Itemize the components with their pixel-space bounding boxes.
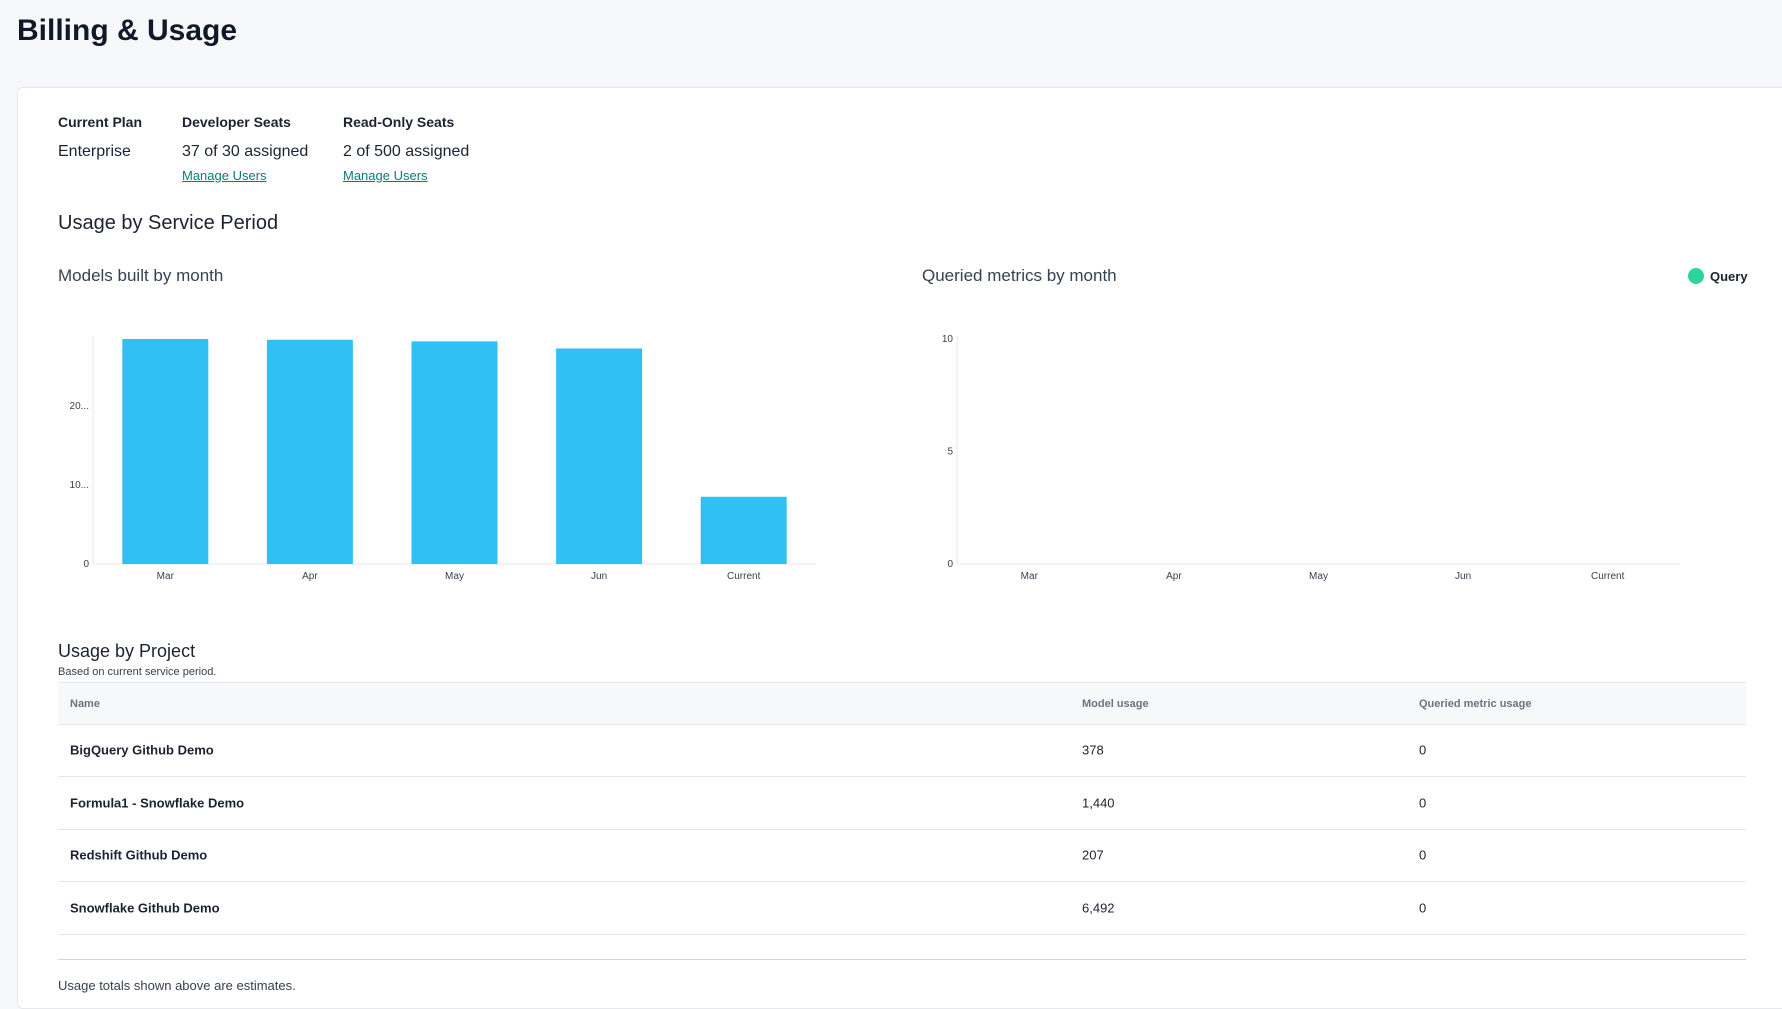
project-name: Redshift Github Demo: [70, 847, 208, 863]
y-tick-label: 0: [83, 559, 89, 570]
bar-current: [700, 496, 787, 564]
x-tick-label: Current: [727, 571, 761, 582]
manage-readonly-users-link[interactable]: Manage Users: [343, 168, 428, 183]
model-usage-value: 378: [1082, 742, 1104, 758]
y-tick-label: 5: [947, 447, 953, 458]
table-row[interactable]: Redshift Github Demo 207 0: [58, 829, 1746, 882]
legend-swatch-query: [1688, 268, 1704, 284]
x-tick-label: May: [1309, 571, 1328, 582]
col-name-header[interactable]: Name: [70, 697, 100, 710]
y-tick-label: 20...: [70, 401, 89, 412]
x-tick-label: Mar: [157, 571, 175, 582]
current-plan-label: Current Plan: [58, 114, 143, 130]
x-tick-label: May: [445, 571, 464, 582]
models-chart-title: Models built by month: [58, 266, 224, 285]
model-usage-value: 1,440: [1082, 795, 1115, 810]
y-tick-label: 0: [947, 559, 953, 570]
bar-jun: [556, 348, 643, 564]
col-queried-usage-header[interactable]: Queried metric usage: [1419, 697, 1532, 710]
x-tick-label: Apr: [1166, 571, 1182, 582]
model-usage-value: 6,492: [1082, 900, 1115, 915]
queried-usage-value: 0: [1419, 742, 1427, 758]
queried-chart-title: Queried metrics by month: [922, 266, 1117, 285]
x-tick-label: Apr: [302, 571, 318, 582]
table-footer-divider: [58, 959, 1746, 960]
x-tick-label: Mar: [1021, 571, 1039, 582]
x-tick-label: Current: [1591, 571, 1625, 582]
table-row[interactable]: Snowflake Github Demo 6,492 0: [58, 882, 1746, 935]
project-name: Formula1 - Snowflake Demo: [70, 795, 245, 810]
usage-by-service-period-heading: Usage by Service Period: [58, 212, 279, 234]
table-row[interactable]: Formula1 - Snowflake Demo 1,440 0: [58, 777, 1746, 830]
table-row[interactable]: BigQuery Github Demo 378 0: [58, 724, 1746, 777]
col-model-usage-header[interactable]: Model usage: [1082, 697, 1149, 710]
read-only-seats-label: Read-Only Seats: [343, 114, 455, 130]
project-name: BigQuery Github Demo: [70, 742, 214, 758]
model-usage-value: 207: [1082, 847, 1104, 863]
queried-usage-value: 0: [1419, 900, 1427, 915]
queried-usage-value: 0: [1419, 795, 1427, 810]
charts-canvas: 0 10... 20... Mar Apr May Jun Current 0 5 10 Mar Apr…: [70, 334, 1680, 582]
usage-by-project-subtitle: Based on current service period.: [58, 666, 217, 678]
bar-apr: [266, 339, 353, 564]
queried-usage-value: 0: [1419, 847, 1427, 863]
bar-mar: [122, 339, 209, 564]
current-plan-value: Enterprise: [58, 143, 131, 160]
developer-seats-value: 37 of 30 assigned: [182, 143, 309, 160]
project-name: Snowflake Github Demo: [70, 900, 220, 915]
read-only-seats-value: 2 of 500 assigned: [343, 143, 470, 160]
legend-label-query: Query: [1710, 268, 1748, 284]
usage-by-project-heading: Usage by Project: [58, 641, 196, 661]
y-tick-label: 10...: [70, 480, 89, 491]
chart-legend: Query: [1688, 268, 1748, 284]
usage-estimate-note: Usage totals shown above are estimates.: [58, 978, 296, 993]
bar-may: [411, 341, 498, 564]
page-title: Billing & Usage: [17, 14, 238, 47]
manage-developer-users-link[interactable]: Manage Users: [182, 168, 267, 183]
table-header: Name Model usage Queried metric usage: [58, 682, 1746, 725]
y-tick-label: 10: [942, 334, 954, 345]
x-tick-label: Jun: [1455, 571, 1471, 582]
developer-seats-label: Developer Seats: [182, 114, 291, 130]
x-tick-label: Jun: [591, 571, 607, 582]
